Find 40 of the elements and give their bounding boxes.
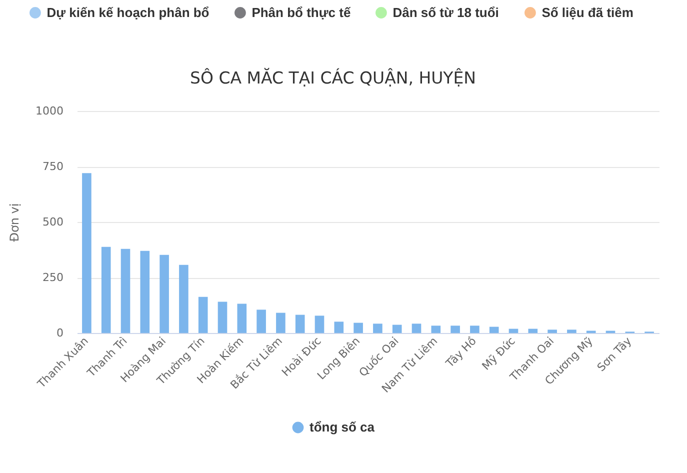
y-tick-label: 500 xyxy=(42,216,64,228)
bar xyxy=(450,326,460,333)
bar xyxy=(295,314,305,333)
x-tick-label: Sơn Tây xyxy=(594,334,634,374)
bar xyxy=(334,322,344,333)
bar xyxy=(392,324,402,333)
bar xyxy=(567,330,576,333)
bar xyxy=(218,302,228,333)
y-tick-label: 250 xyxy=(42,271,64,284)
bar xyxy=(489,326,499,333)
bar xyxy=(431,326,441,333)
legend-label: tổng số ca xyxy=(310,420,376,434)
bar xyxy=(82,173,92,333)
bar xyxy=(412,324,422,333)
legend-label: Số liệu đã tiêm xyxy=(542,4,634,20)
bar xyxy=(508,328,518,333)
bar xyxy=(314,316,324,333)
y-tick-label: 750 xyxy=(42,160,64,173)
bar xyxy=(198,296,208,333)
x-tick-label: Tây Hồ xyxy=(442,334,480,371)
bar xyxy=(276,312,286,333)
bar xyxy=(548,330,557,333)
y-tick-label: 1000 xyxy=(36,104,64,118)
legend-label: Dân số từ 18 tuổi xyxy=(392,4,499,20)
bar xyxy=(470,326,480,333)
bar xyxy=(528,328,538,333)
bar xyxy=(237,304,247,333)
legend-label: Dự kiến kế hoạch phân bổ xyxy=(46,4,210,20)
y-tick-label: 0 xyxy=(56,326,64,340)
bar xyxy=(373,324,382,333)
bar xyxy=(354,322,363,333)
bar xyxy=(160,254,169,333)
bar xyxy=(179,264,188,333)
chart-title: SÔ CA MĂC TẠI CÁC QUẬN, HUYỆN xyxy=(190,68,476,88)
bar xyxy=(120,248,130,333)
bar xyxy=(101,246,111,333)
legend-label: Phân bổ thực tế xyxy=(252,4,352,20)
bar xyxy=(140,250,150,333)
bar xyxy=(256,310,266,333)
y-axis-title: Đơn vị xyxy=(8,203,22,242)
